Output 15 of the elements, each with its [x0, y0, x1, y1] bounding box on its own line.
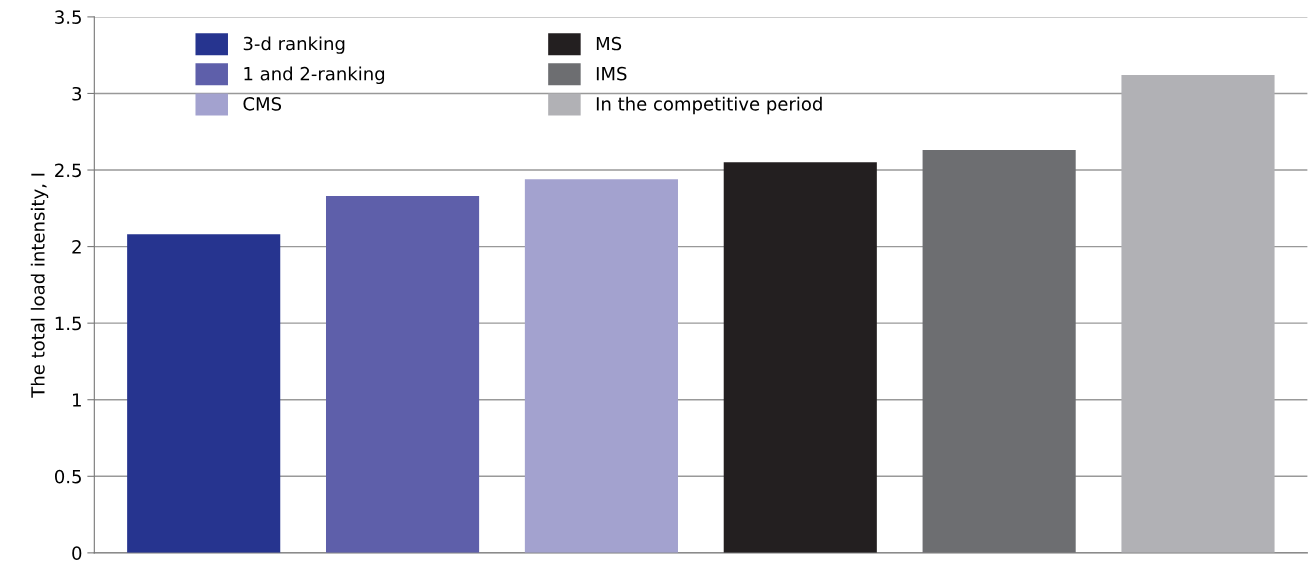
legend-label: 3-d ranking [243, 36, 345, 54]
y-tick-label: 2.5 [55, 163, 81, 178]
y-tick-label: 0 [72, 546, 82, 560]
y-axis-title: The total load intensity, I [30, 173, 49, 398]
y-tick-label: 3.5 [55, 10, 81, 25]
y-tick-label: 2 [72, 240, 81, 254]
legend-label: CMS [243, 97, 282, 111]
legend-label: 1 and 2-ranking [244, 66, 385, 85]
y-tick-label: 1.5 [55, 316, 81, 331]
legend-label: In the competitive period [596, 96, 822, 115]
legend-label: MS [596, 36, 622, 51]
y-tick-label: 1 [73, 393, 81, 407]
y-tick-label: 3 [72, 86, 82, 101]
legend-label: IMS [596, 66, 627, 81]
y-tick-label: 0.5 [54, 469, 81, 484]
